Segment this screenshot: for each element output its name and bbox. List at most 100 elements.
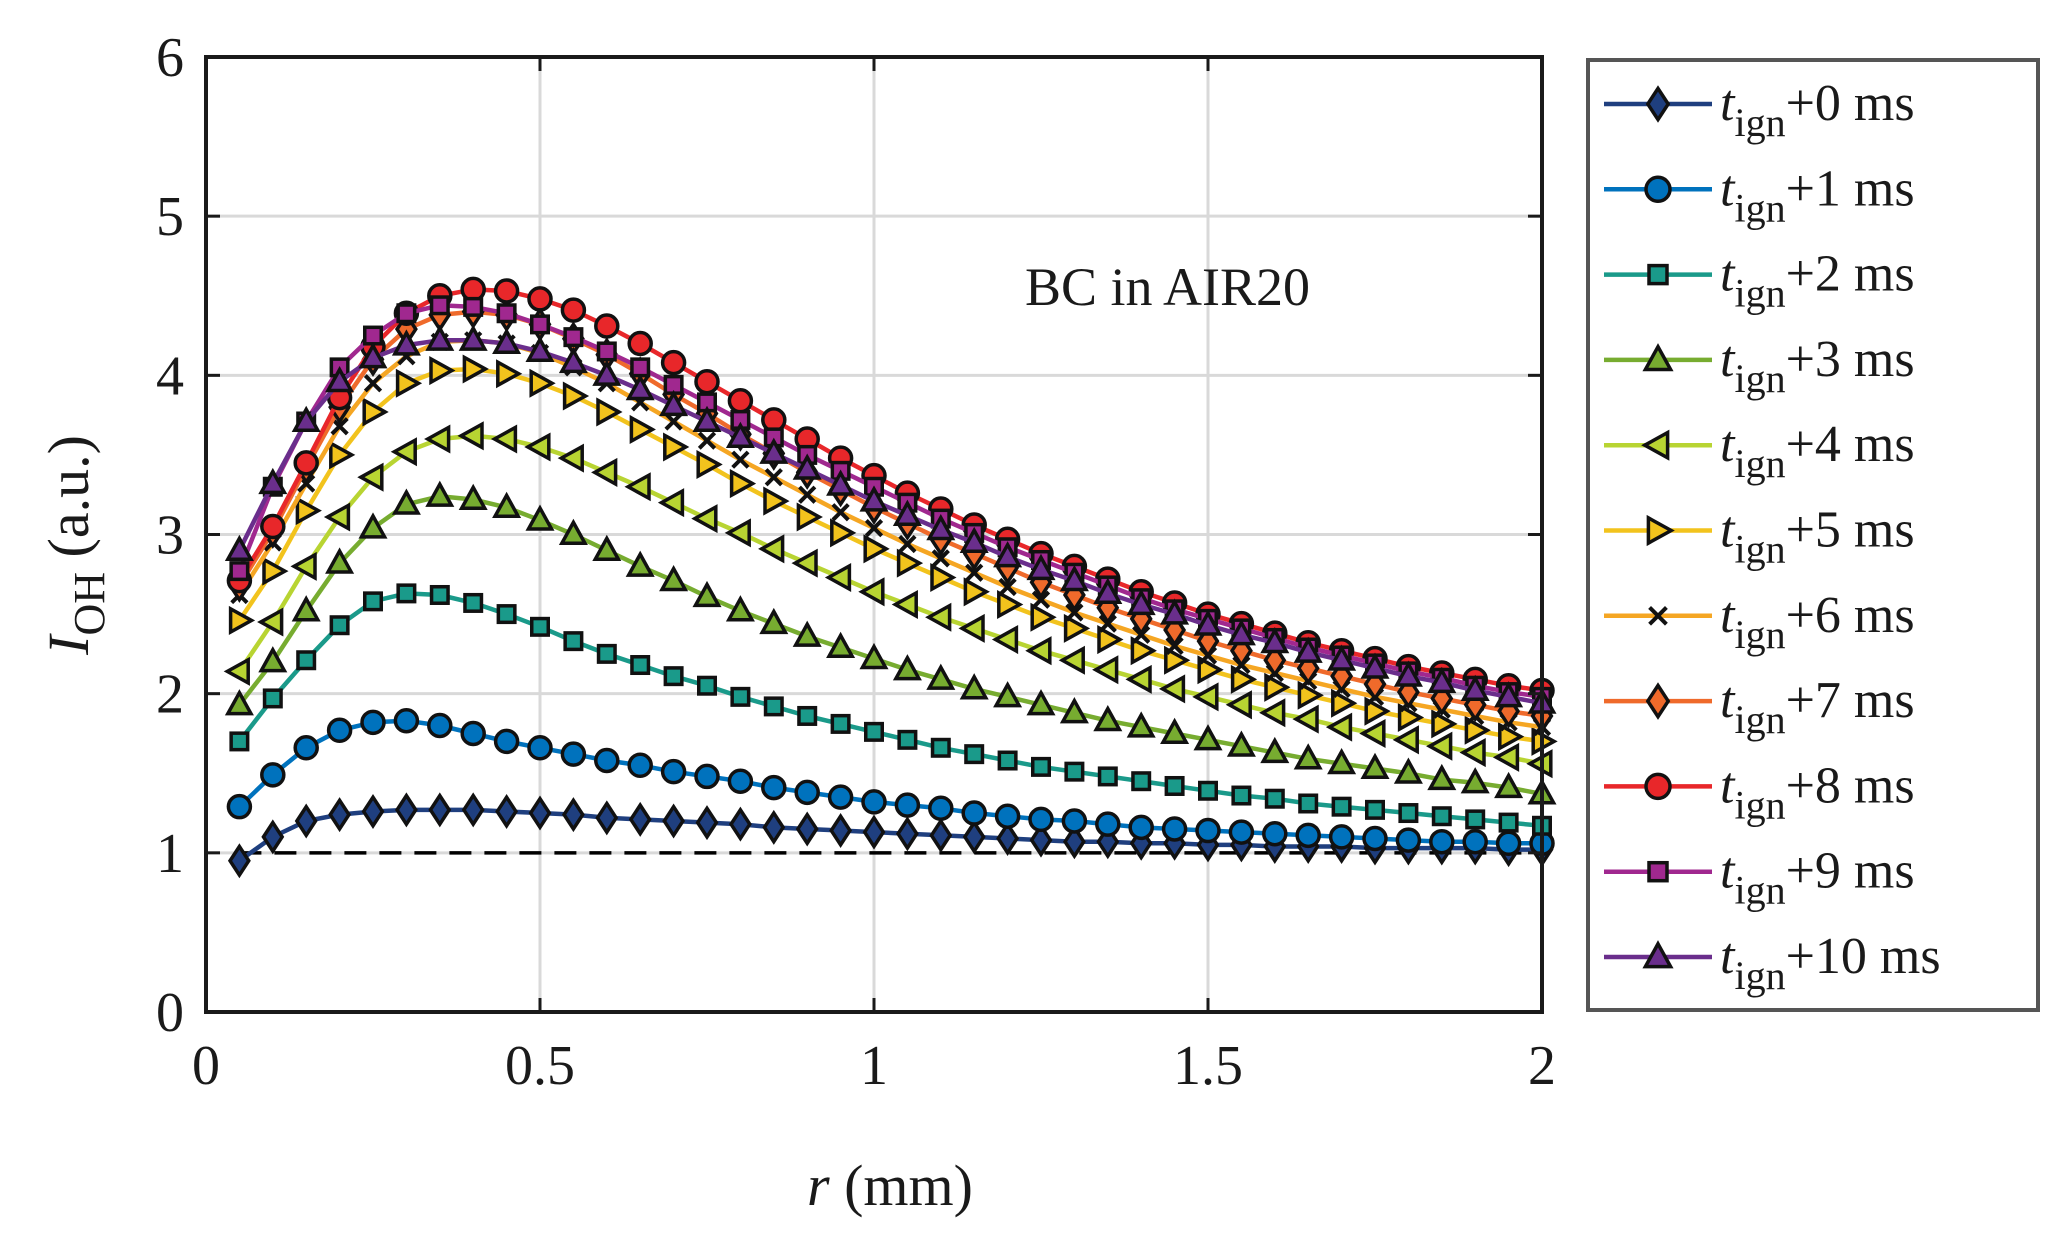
marker-triangle-up	[1260, 736, 1290, 764]
legend-label-rest: +1 ms	[1786, 160, 1915, 217]
marker-triangle-up	[1093, 705, 1123, 732]
legend-label: tign+0 ms	[1720, 75, 1915, 145]
marker-triangle-up	[659, 564, 689, 592]
marker-x	[965, 563, 984, 582]
marker-diamond	[328, 797, 352, 833]
marker-square	[830, 713, 851, 734]
marker-triangle-left	[1092, 655, 1119, 685]
marker-circle	[1161, 816, 1188, 842]
marker-triangle-up	[592, 359, 622, 386]
marker-triangle-left	[1359, 718, 1386, 748]
marker-circle	[493, 278, 520, 304]
marker-triangle-left	[490, 424, 518, 454]
legend-label-var: t	[1720, 757, 1736, 814]
legend-item: tign+0 ms	[1604, 75, 1915, 145]
marker-triangle-left	[257, 607, 284, 637]
legend-label-rest: +10 ms	[1786, 928, 1941, 985]
series-line	[237, 718, 1542, 846]
y-tick-label: 6	[156, 27, 184, 89]
marker-triangle-left	[758, 534, 785, 564]
y-tick-label: 3	[156, 505, 184, 567]
marker-triangle-left	[724, 518, 751, 548]
legend-label-rest: +7 ms	[1786, 672, 1915, 729]
marker-triangle-up	[826, 631, 856, 659]
marker-triangle-up	[458, 324, 488, 351]
marker-triangle-right	[1646, 514, 1675, 547]
marker-square	[1647, 263, 1669, 286]
marker-diamond	[862, 814, 886, 850]
legend-label: tign+4 ms	[1720, 416, 1915, 486]
marker-diamond	[394, 792, 418, 828]
marker-x-stroke	[798, 485, 817, 504]
legend-label-var: t	[1720, 246, 1736, 303]
marker-x-stroke	[330, 417, 349, 436]
marker-square	[429, 584, 450, 605]
marker-triangle-right	[329, 440, 356, 470]
marker-triangle-left	[1259, 698, 1286, 728]
marker-triangle-up	[792, 453, 822, 480]
marker-diamond	[662, 803, 686, 839]
marker-triangle-up	[926, 663, 956, 690]
legend-label-rest: +5 ms	[1786, 502, 1915, 559]
marker-circle	[1495, 830, 1522, 857]
marker-diamond	[461, 792, 485, 828]
marker-triangle-up	[358, 512, 388, 539]
marker-square	[563, 327, 584, 348]
marker-square	[864, 721, 884, 742]
marker-triangle-up	[892, 654, 922, 681]
y-axis-label: IOH (a.u.)	[36, 435, 114, 656]
marker-circle	[928, 795, 954, 822]
marker-x	[1031, 590, 1051, 609]
marker-x-stroke	[764, 468, 783, 487]
marker-triangle-right	[228, 605, 256, 635]
series-line	[237, 303, 1543, 700]
marker-triangle-up	[425, 480, 455, 507]
marker-triangle-right	[1230, 664, 1258, 694]
marker-triangle-left	[858, 577, 885, 607]
marker-triangle-right	[1264, 672, 1291, 702]
marker-diamond	[1029, 822, 1053, 858]
marker-circle	[794, 779, 820, 806]
legend-label: tign+7 ms	[1720, 672, 1915, 742]
marker-circle	[594, 747, 620, 774]
marker-diamond	[294, 803, 318, 839]
marker-triangle-up	[1427, 763, 1457, 791]
series-10	[224, 324, 1557, 714]
legend-label-sub: ign	[1734, 100, 1785, 145]
legend-label-rest: +0 ms	[1786, 75, 1915, 132]
marker-triangle-up	[1427, 666, 1457, 694]
marker-square	[1331, 796, 1352, 817]
series-line	[237, 494, 1543, 797]
marker-triangle-up	[1327, 644, 1357, 671]
marker-diamond	[595, 800, 619, 836]
marker-x-stroke	[831, 503, 850, 522]
marker-triangle-left	[290, 551, 317, 581]
marker-triangle-up	[1226, 619, 1256, 646]
x-tick-labels: 0 0.5 1 1.5 2	[192, 1035, 1556, 1097]
marker-triangle-up	[391, 329, 421, 356]
series-4	[223, 421, 1553, 779]
marker-square	[530, 616, 550, 637]
marker-triangle-up	[1642, 940, 1674, 969]
marker-circle	[694, 763, 720, 790]
marker-triangle-right	[896, 548, 924, 578]
marker-triangle-right	[763, 486, 790, 516]
marker-triangle-right	[663, 432, 690, 462]
marker-square	[930, 737, 951, 758]
marker-circle	[1395, 827, 1422, 853]
marker-circle	[427, 712, 453, 739]
legend-label: tign+6 ms	[1720, 587, 1915, 657]
marker-x	[798, 485, 817, 504]
marker-triangle-left	[1641, 429, 1670, 461]
marker-circle	[1262, 820, 1288, 847]
y-tick-label: 1	[156, 823, 184, 885]
marker-circle	[493, 728, 520, 755]
marker-circle	[994, 803, 1021, 829]
marker-triangle-up	[1193, 724, 1223, 751]
marker-triangle-right	[930, 562, 957, 592]
marker-circle	[1362, 825, 1388, 852]
legend-item: tign+4 ms	[1604, 416, 1915, 486]
marker-square	[396, 303, 417, 324]
marker-triangle-up	[725, 421, 755, 448]
marker-triangle-left	[457, 421, 484, 451]
